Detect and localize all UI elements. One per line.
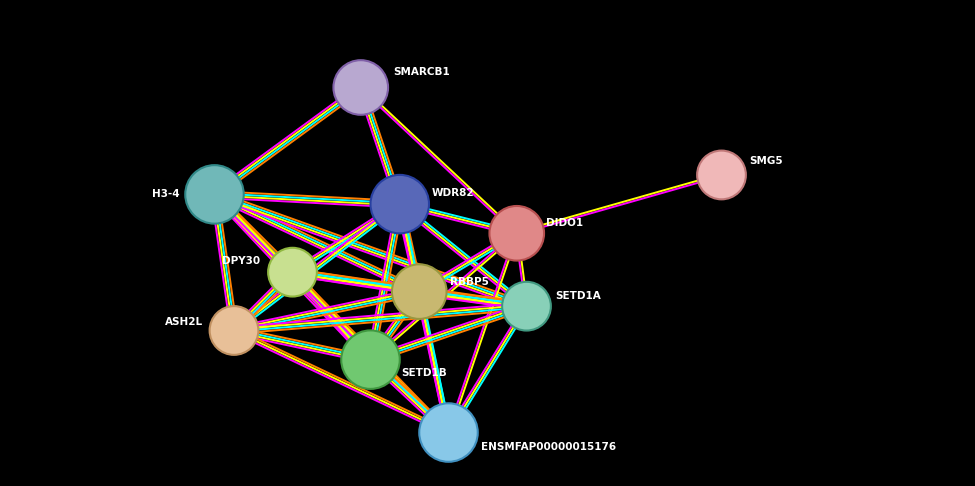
Circle shape [697, 151, 746, 199]
Text: WDR82: WDR82 [432, 189, 475, 198]
Text: SETD1B: SETD1B [402, 368, 448, 378]
Circle shape [502, 282, 551, 330]
Circle shape [333, 60, 388, 115]
Circle shape [392, 264, 447, 319]
Text: SETD1A: SETD1A [556, 292, 602, 301]
Text: RBBP5: RBBP5 [450, 277, 489, 287]
Circle shape [419, 403, 478, 462]
Circle shape [268, 248, 317, 296]
Text: SMG5: SMG5 [749, 156, 782, 166]
Text: ASH2L: ASH2L [165, 317, 203, 327]
Circle shape [370, 175, 429, 233]
Text: ENSMFAP00000015176: ENSMFAP00000015176 [481, 442, 616, 452]
Circle shape [185, 165, 244, 224]
Circle shape [341, 330, 400, 389]
Text: H3-4: H3-4 [152, 190, 179, 199]
Text: DPY30: DPY30 [222, 257, 260, 266]
Text: SMARCB1: SMARCB1 [393, 67, 449, 77]
Circle shape [210, 306, 258, 355]
Circle shape [489, 206, 544, 260]
Text: DIDO1: DIDO1 [546, 218, 583, 227]
